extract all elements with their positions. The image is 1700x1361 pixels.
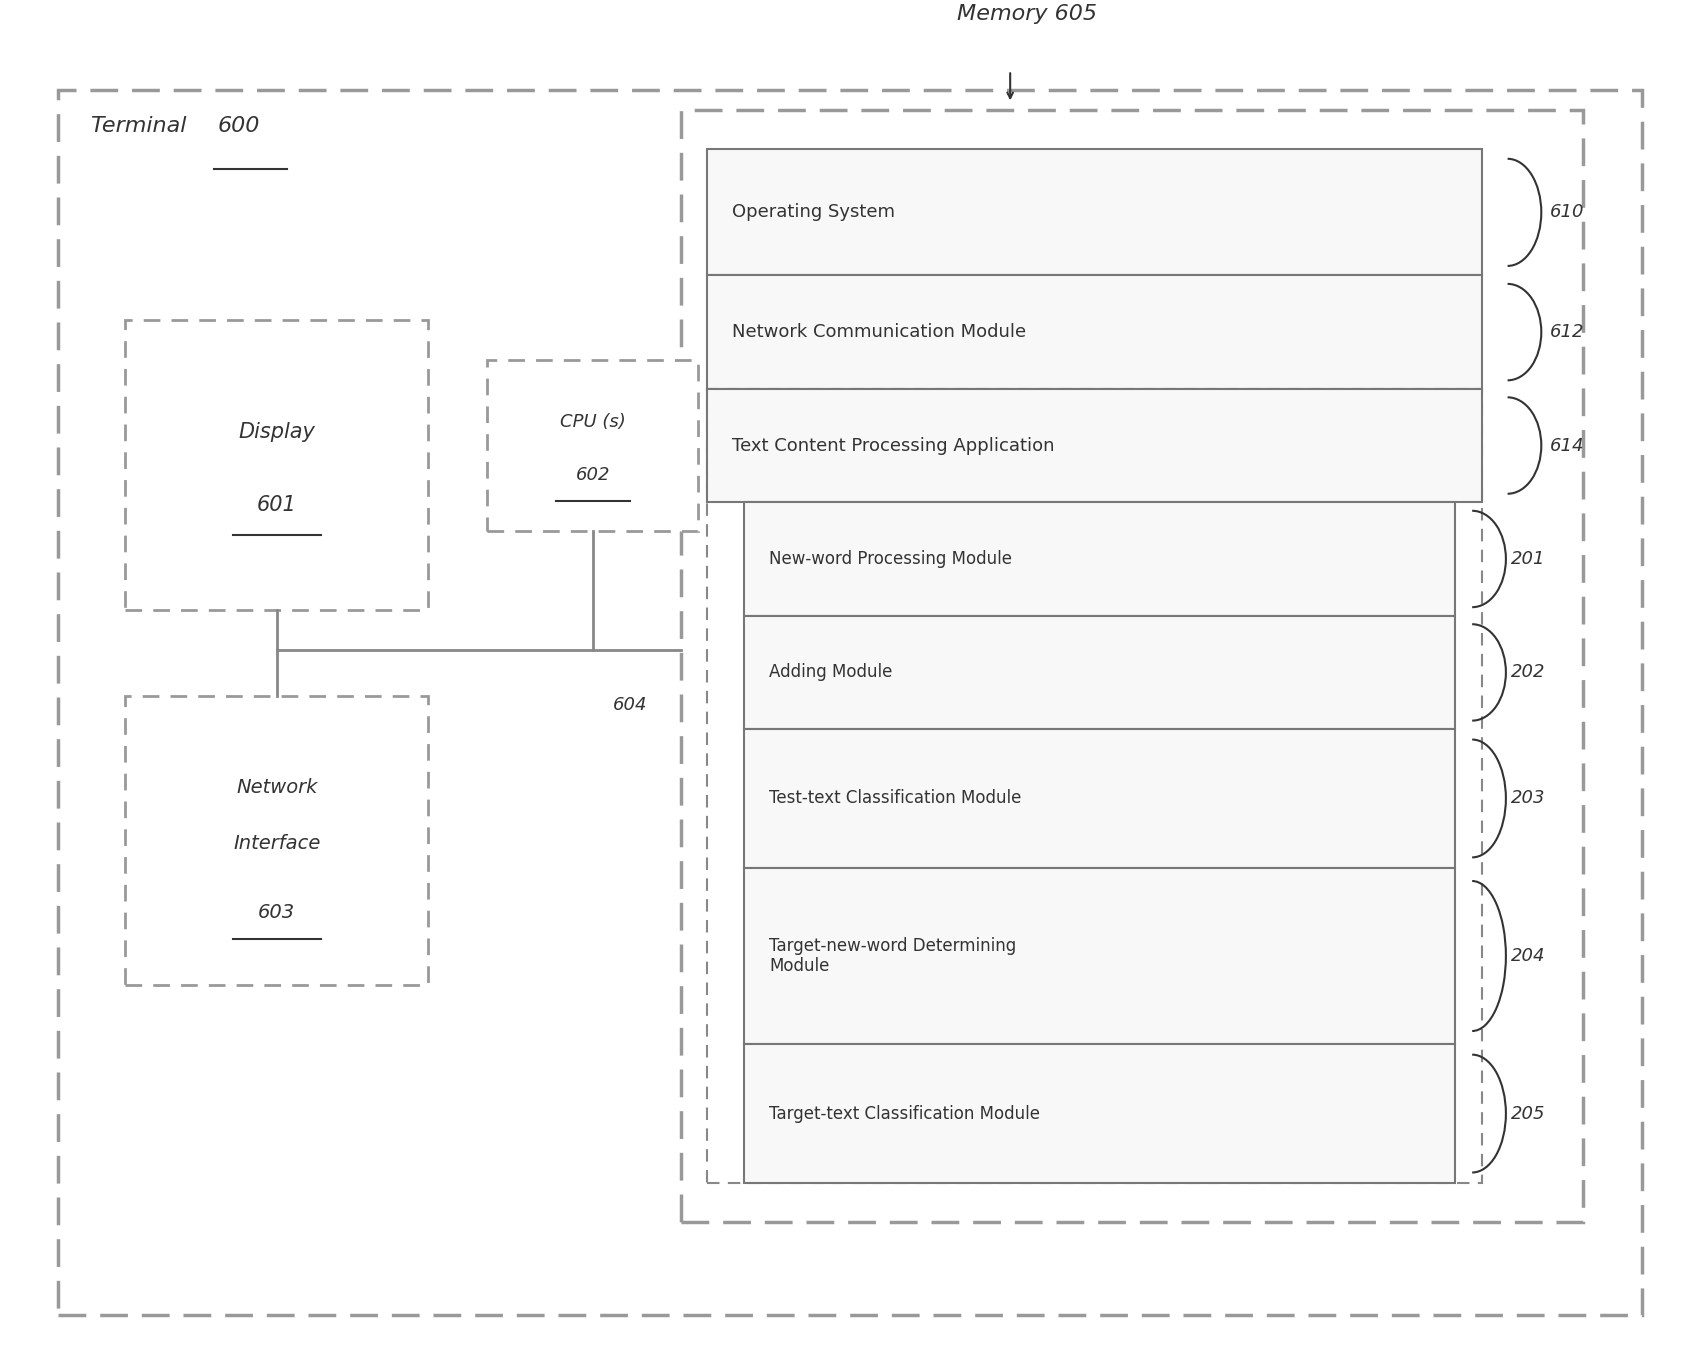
- Text: Target-text Classification Module: Target-text Classification Module: [768, 1105, 1040, 1123]
- Text: 614: 614: [1550, 437, 1584, 455]
- Text: Adding Module: Adding Module: [768, 663, 892, 682]
- Text: 612: 612: [1550, 323, 1584, 342]
- Bar: [745, 868, 1455, 1044]
- Text: CPU (s): CPU (s): [559, 412, 626, 431]
- Text: Memory 605: Memory 605: [957, 4, 1096, 24]
- Bar: [745, 615, 1455, 729]
- Text: Target-new-word Determining
Module: Target-new-word Determining Module: [768, 936, 1017, 976]
- Text: Test-text Classification Module: Test-text Classification Module: [768, 789, 1022, 807]
- Bar: [745, 729, 1455, 868]
- Text: 610: 610: [1550, 203, 1584, 222]
- Text: Display: Display: [238, 422, 314, 442]
- Text: Network: Network: [236, 778, 318, 798]
- Bar: [707, 275, 1482, 389]
- Text: 603: 603: [258, 904, 296, 923]
- Text: 202: 202: [1511, 663, 1545, 682]
- FancyBboxPatch shape: [707, 389, 1482, 1183]
- Text: 201: 201: [1511, 550, 1545, 568]
- Text: 203: 203: [1511, 789, 1545, 807]
- Text: New-word Processing Module: New-word Processing Module: [768, 550, 1011, 568]
- FancyBboxPatch shape: [58, 90, 1642, 1315]
- FancyBboxPatch shape: [126, 695, 428, 985]
- Text: Network Communication Module: Network Communication Module: [733, 323, 1027, 342]
- Text: 604: 604: [614, 695, 648, 713]
- FancyBboxPatch shape: [488, 361, 699, 531]
- Text: Interface: Interface: [233, 834, 320, 853]
- Text: Text Content Processing Application: Text Content Processing Application: [733, 437, 1054, 455]
- Text: 600: 600: [218, 117, 260, 136]
- Bar: [707, 150, 1482, 275]
- Text: Terminal: Terminal: [92, 117, 194, 136]
- Bar: [745, 502, 1455, 615]
- Bar: [745, 1044, 1455, 1183]
- Text: Operating System: Operating System: [733, 203, 894, 222]
- Text: 601: 601: [257, 495, 296, 514]
- Text: 205: 205: [1511, 1105, 1545, 1123]
- Text: 204: 204: [1511, 947, 1545, 965]
- Bar: [707, 389, 1482, 502]
- FancyBboxPatch shape: [682, 110, 1583, 1222]
- FancyBboxPatch shape: [126, 320, 428, 610]
- Text: 602: 602: [576, 465, 610, 483]
